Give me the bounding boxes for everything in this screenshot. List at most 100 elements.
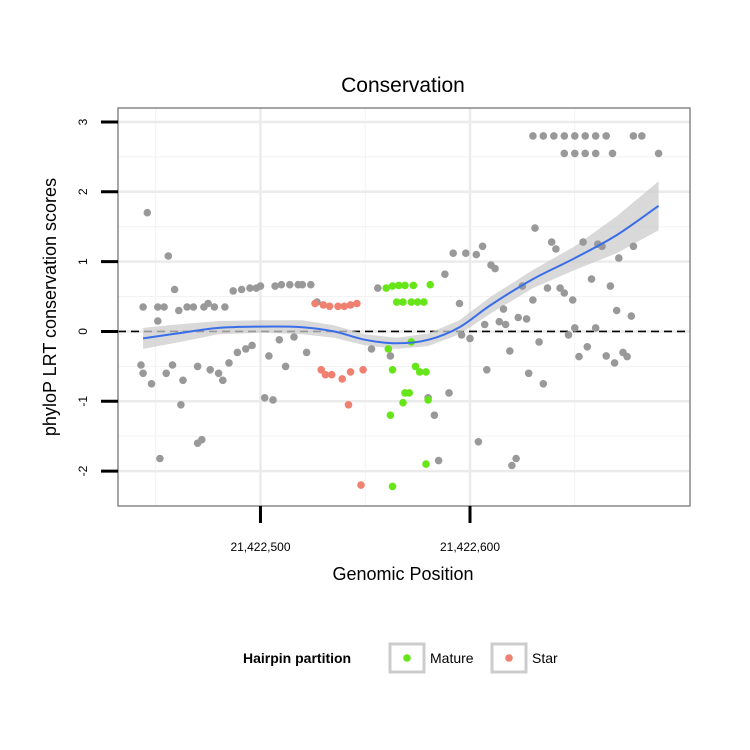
point-star <box>327 370 336 379</box>
point-other <box>543 284 552 292</box>
point-other <box>307 280 315 289</box>
point-other <box>248 341 256 350</box>
point-other <box>522 315 531 323</box>
point-other <box>602 132 610 140</box>
point-other <box>298 280 307 289</box>
panel-border <box>117 107 691 507</box>
legend-dot-star <box>505 654 513 662</box>
point-other <box>143 208 152 217</box>
point-other <box>179 376 187 385</box>
point-other <box>495 317 504 326</box>
point-other <box>560 132 569 140</box>
point-other <box>256 282 265 290</box>
point-other <box>147 380 156 388</box>
point-mature <box>401 281 409 290</box>
point-other <box>225 359 233 367</box>
point-other <box>177 401 185 409</box>
point-other <box>462 249 470 257</box>
point-other <box>539 132 548 140</box>
point-mature <box>426 280 435 289</box>
point-star <box>357 481 365 489</box>
point-other <box>575 352 583 361</box>
point-other <box>564 331 573 339</box>
point-mature <box>388 482 397 491</box>
point-other <box>386 352 395 360</box>
point-mature <box>407 298 416 306</box>
point-mature <box>392 298 401 306</box>
point-other <box>277 280 286 289</box>
point-star <box>338 375 347 383</box>
point-star <box>319 301 328 309</box>
point-other <box>210 303 219 311</box>
point-star <box>353 299 361 308</box>
point-other <box>581 149 589 158</box>
point-mature <box>382 284 391 292</box>
point-other <box>198 435 206 444</box>
point-mature <box>409 281 418 290</box>
point-other <box>480 320 489 329</box>
point-star <box>359 366 367 374</box>
point-other <box>535 338 543 346</box>
point-other <box>154 303 162 311</box>
point-other <box>175 306 183 315</box>
point-mature <box>422 368 430 376</box>
point-other <box>441 270 449 279</box>
point-mature <box>386 411 395 420</box>
point-other <box>579 238 587 246</box>
point-mature <box>413 298 422 306</box>
point-other <box>654 149 663 158</box>
point-other <box>183 303 191 311</box>
point-other <box>275 336 284 344</box>
point-other <box>524 369 533 378</box>
point-star <box>346 368 355 376</box>
point-mature <box>399 298 407 306</box>
point-star <box>334 302 342 311</box>
point-other <box>610 359 619 367</box>
y-tick-label: 0 <box>76 328 90 335</box>
point-other <box>560 149 569 158</box>
point-other <box>514 313 522 322</box>
point-other <box>237 285 246 294</box>
point-other <box>547 238 556 246</box>
point-other <box>591 324 600 332</box>
point-other <box>168 361 177 369</box>
legend: Hairpin partition Mature Star <box>243 642 558 674</box>
point-mature <box>388 282 397 290</box>
smooth-trend-line <box>142 204 660 345</box>
point-other <box>491 264 499 273</box>
point-other <box>265 352 273 360</box>
point-other <box>206 366 214 374</box>
legend-key-star <box>490 642 528 674</box>
point-mature <box>422 460 430 468</box>
point-other <box>506 347 514 355</box>
point-other <box>571 324 579 332</box>
y-tick-label: 1 <box>76 258 90 265</box>
point-other <box>531 224 539 232</box>
point-other <box>560 289 569 297</box>
point-other <box>615 254 623 262</box>
point-other <box>246 284 254 292</box>
point-other <box>445 389 453 397</box>
point-mature <box>411 362 420 371</box>
point-other <box>160 303 168 311</box>
point-other <box>529 296 537 304</box>
point-other <box>627 312 636 320</box>
point-other <box>638 132 646 140</box>
point-other <box>260 394 269 402</box>
point-other <box>233 348 242 357</box>
point-other <box>602 352 610 360</box>
plot-panel <box>117 107 691 507</box>
y-tick-label: 2 <box>76 188 90 195</box>
point-other <box>508 461 516 470</box>
point-other <box>156 454 164 463</box>
point-other <box>501 320 510 329</box>
point-other <box>457 331 466 339</box>
point-other <box>466 334 474 343</box>
point-other <box>269 396 277 404</box>
point-other <box>571 149 579 158</box>
y-axis-ticks: -2 -1 0 1 2 3 <box>76 118 118 476</box>
point-other <box>591 132 600 140</box>
y-axis-title: phyloP LRT conservation scores <box>40 178 60 436</box>
point-other <box>529 132 537 140</box>
